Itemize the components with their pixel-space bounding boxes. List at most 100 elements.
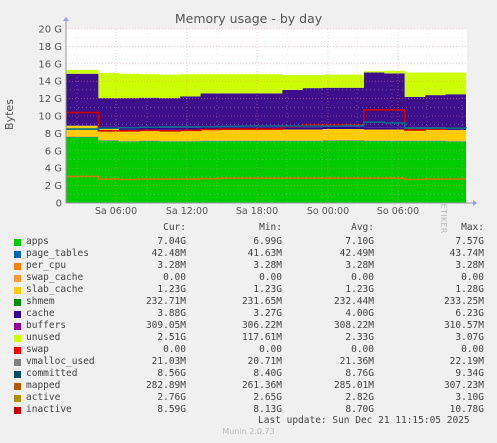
legend-label: inactive — [26, 404, 72, 415]
line-active — [66, 175, 466, 181]
legend-swatch — [14, 371, 21, 378]
legend-swatch — [14, 287, 21, 294]
legend-cur-value: 1.23G — [157, 284, 186, 295]
legend-max-value: 310.57M — [443, 320, 484, 331]
legend-cur-value: 8.56G — [157, 368, 186, 379]
legend-avg-value: 285.01M — [333, 380, 374, 391]
legend-swatch — [14, 407, 21, 414]
legend-min-value: 6.99G — [253, 236, 282, 247]
legend-max-value: 233.25M — [443, 296, 484, 307]
legend-max-value: 307.23M — [443, 380, 484, 391]
legend-max-value: 7.57G — [455, 236, 484, 247]
legend-label: active — [26, 392, 61, 403]
x-tick-label: Sa 18:00 — [236, 206, 278, 217]
legend-min-value: 8.40G — [253, 368, 282, 379]
chart-title: Memory usage - by day — [174, 11, 323, 26]
legend-avg-value: 8.70G — [345, 404, 374, 415]
legend-label: slab_cache — [26, 284, 84, 295]
legend-max-value: 0.00 — [461, 272, 484, 283]
y-tick-label: 4 G — [45, 164, 62, 175]
legend-swatch — [14, 299, 21, 306]
area-unused — [66, 69, 466, 99]
y-tick-label: 8 G — [45, 129, 62, 140]
legend-label: swap_cache — [26, 272, 84, 283]
x-axis-arrow — [473, 200, 477, 206]
legend-max-value: 3.10G — [455, 392, 484, 403]
y-tick-label: 14 G — [38, 77, 62, 88]
legend-avg-value: 3.28M — [345, 260, 374, 271]
y-tick-label: 16 G — [38, 59, 62, 70]
legend-label: buffers — [26, 320, 67, 331]
legend-cur-value: 0.00 — [163, 344, 186, 355]
area-apps — [66, 137, 466, 203]
legend-swatch — [14, 359, 21, 366]
x-tick-label: Sa 12:00 — [166, 206, 208, 217]
legend-avg-value: 2.82G — [345, 392, 374, 403]
legend-min-value: 0.00 — [259, 272, 282, 283]
legend-min-value: 261.36M — [241, 380, 282, 391]
legend-min-value: 8.13G — [253, 404, 282, 415]
chart-plot: Sa 06:00 Sa 12:00 Sa 18:00 So 00:00 So 06:00… — [38, 17, 477, 217]
legend-avg-value: 42.49M — [339, 248, 374, 259]
y-tick-label: 2 G — [45, 181, 62, 192]
legend-label: cache — [26, 308, 55, 319]
legend-max-value: 6.23G — [455, 308, 484, 319]
legend-swatch — [14, 275, 21, 282]
legend-max-value: 3.07G — [455, 332, 484, 343]
legend-avg-value: 308.22M — [333, 320, 374, 331]
legend-label: apps — [26, 236, 49, 247]
legend-max-value: 3.28M — [455, 260, 484, 271]
x-tick-label: Sa 06:00 — [95, 206, 137, 217]
legend-label: mapped — [26, 380, 61, 391]
legend-cur-value: 2.51G — [157, 332, 186, 343]
legend-avg-value: 4.00G — [345, 308, 374, 319]
area-per_cpu — [66, 136, 466, 142]
legend-min-value: 3.27G — [253, 308, 282, 319]
legend-max-value: 1.28G — [455, 284, 484, 295]
legend-cur-value: 282.89M — [145, 380, 186, 391]
legend-swatch — [14, 347, 21, 354]
legend-avg-value: 0.00 — [351, 344, 374, 355]
y-axis-arrow — [63, 17, 69, 21]
legend-cur-value: 0.00 — [163, 272, 186, 283]
legend-swatch — [14, 311, 21, 318]
legend-header: Cur: — [163, 222, 186, 233]
y-tick-label: 20 G — [38, 25, 62, 36]
legend-max-value: 43.74M — [449, 248, 484, 259]
legend-label: committed — [26, 368, 78, 379]
legend-avg-value: 2.33G — [345, 332, 374, 343]
legend-swatch — [14, 335, 21, 342]
legend-min-value: 306.22M — [241, 320, 282, 331]
y-tick-label: 0 — [56, 199, 62, 210]
legend-swatch — [14, 263, 21, 270]
legend-min-value: 2.65G — [253, 392, 282, 403]
legend-max-value: 10.78G — [449, 404, 484, 415]
legend-cur-value: 8.59G — [157, 404, 186, 415]
area-shmem — [66, 123, 466, 130]
legend-cur-value: 2.76G — [157, 392, 186, 403]
legend-avg-value: 7.10G — [345, 236, 374, 247]
x-tick-label: So 00:00 — [307, 206, 349, 217]
legend-label: unused — [26, 332, 61, 343]
legend-header: Avg: — [351, 222, 374, 233]
legend-min-value: 1.23G — [253, 284, 282, 295]
legend-label: per_cpu — [26, 260, 67, 271]
legend-swatch — [14, 239, 21, 246]
legend-avg-value: 0.00 — [351, 272, 374, 283]
munin-version: Munin 2.0.73 — [222, 427, 275, 436]
legend-max-value: 9.34G — [455, 368, 484, 379]
legend-min-value: 231.65M — [241, 296, 282, 307]
legend-cur-value: 309.05M — [145, 320, 186, 331]
area-cache — [66, 72, 466, 128]
legend-swatch — [14, 323, 21, 330]
legend-max-value: 0.00 — [461, 344, 484, 355]
last-update: Last update: Sun Dec 21 11:15:05 2025 — [258, 415, 470, 426]
legend-min-value: 20.71M — [247, 356, 282, 367]
legend-cur-value: 21.03M — [151, 356, 186, 367]
legend-avg-value: 232.44M — [333, 296, 374, 307]
area-slab_cache — [66, 125, 466, 141]
legend-min-value: 41.63M — [247, 248, 282, 259]
y-tick-label: 18 G — [38, 42, 62, 53]
legend-cur-value: 232.71M — [145, 296, 186, 307]
legend-swatch — [14, 383, 21, 390]
